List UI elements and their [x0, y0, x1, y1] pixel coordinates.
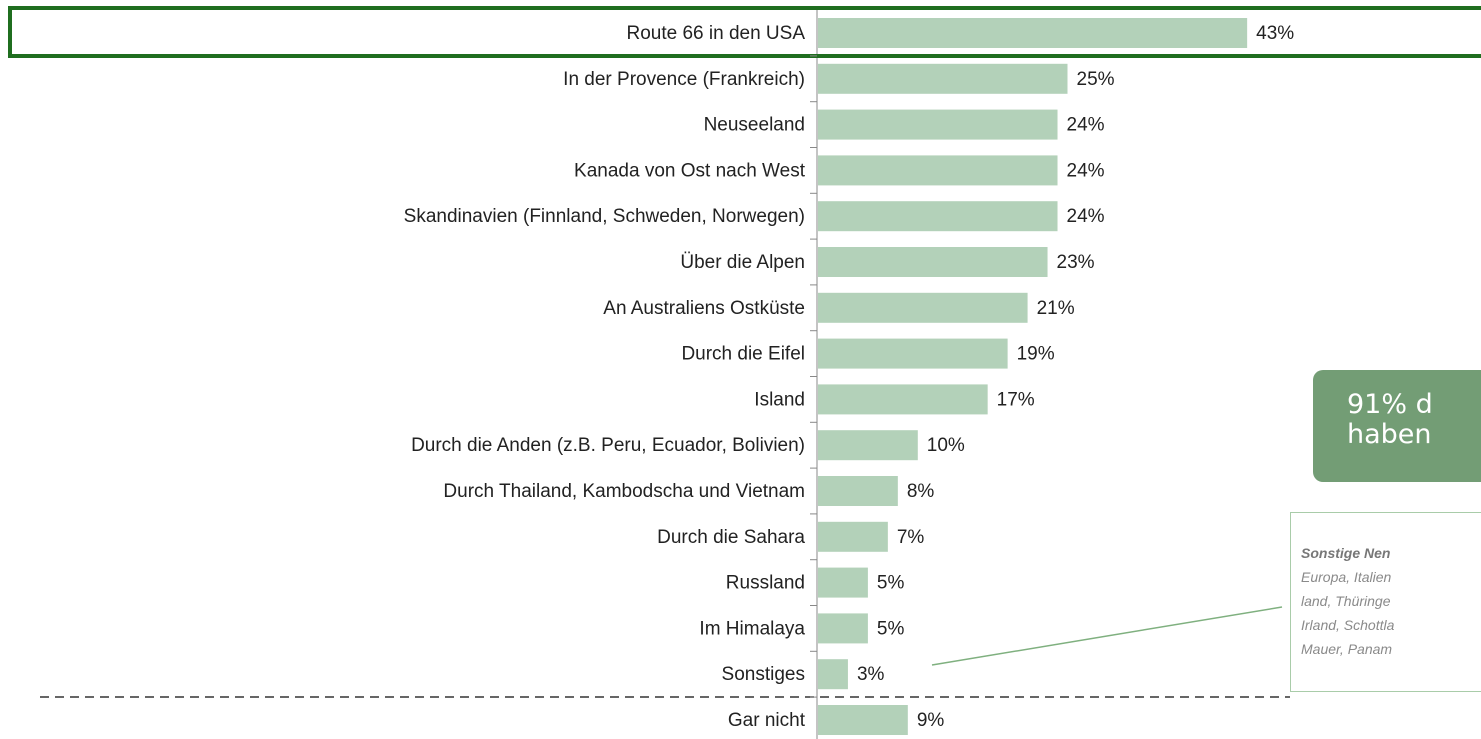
- value-label: 21%: [1037, 298, 1075, 319]
- category-label: Durch die Eifel: [681, 344, 805, 365]
- category-label: Durch Thailand, Kambodscha und Vietnam: [443, 481, 805, 502]
- category-label: Kanada von Ost nach West: [574, 160, 806, 181]
- category-label: Gar nicht: [728, 710, 806, 731]
- bar: [818, 613, 868, 644]
- bar: [818, 384, 988, 415]
- category-label: Russland: [726, 573, 805, 594]
- bar: [818, 63, 1068, 94]
- bar: [818, 338, 1008, 369]
- value-label: 5%: [877, 573, 905, 594]
- value-label: 24%: [1067, 115, 1105, 136]
- category-label: Durch die Sahara: [657, 527, 805, 548]
- note-line: Europa, Italien: [1301, 569, 1392, 585]
- bar: [818, 430, 918, 461]
- category-label: Sonstiges: [722, 664, 805, 685]
- value-label: 5%: [877, 618, 905, 639]
- value-label: 8%: [907, 481, 935, 502]
- callout: 91% d haben: [1313, 370, 1481, 482]
- bar: [818, 292, 1028, 323]
- value-label: 7%: [897, 527, 925, 548]
- category-label: An Australiens Ostküste: [603, 298, 805, 319]
- value-label: 24%: [1067, 160, 1105, 181]
- value-label: 17%: [997, 389, 1035, 410]
- value-label: 9%: [917, 710, 945, 731]
- category-label: Im Himalaya: [699, 618, 805, 639]
- value-label: 10%: [927, 435, 965, 456]
- bar: [818, 567, 868, 598]
- note-line: Irland, Schottla: [1301, 617, 1395, 633]
- note-title: Sonstige Nen: [1301, 545, 1391, 561]
- callout-line: haben: [1347, 419, 1432, 450]
- connector: [931, 606, 1283, 666]
- category-label: Route 66 in den USA: [626, 23, 805, 44]
- value-label: 25%: [1077, 69, 1115, 90]
- category-label: Skandinavien (Finnland, Schweden, Norweg…: [404, 206, 805, 227]
- note-line: land, Thüringe: [1301, 593, 1391, 609]
- category-label: In der Provence (Frankreich): [563, 69, 805, 90]
- bar: [818, 659, 848, 690]
- bar: [818, 109, 1058, 140]
- note-line: Mauer, Panam: [1301, 641, 1393, 657]
- value-label: 24%: [1067, 206, 1105, 227]
- note: Sonstige Nen Europa, Italien land, Thüring…: [1290, 512, 1481, 692]
- value-label: 23%: [1057, 252, 1095, 273]
- value-label: 43%: [1256, 23, 1294, 44]
- bar: [818, 476, 898, 506]
- bar: [818, 155, 1058, 186]
- category-label: Durch die Anden (z.B. Peru, Ecuador, Bol…: [411, 435, 805, 456]
- bar: [818, 247, 1048, 277]
- category-label: Island: [754, 389, 805, 410]
- bar: [818, 705, 908, 735]
- highlight-box: [8, 6, 1481, 58]
- category-label: Über die Alpen: [680, 252, 805, 273]
- value-label: 3%: [857, 664, 885, 685]
- callout-line: 91% d: [1347, 389, 1433, 420]
- value-label: 19%: [1017, 344, 1055, 365]
- bar: [818, 521, 888, 552]
- bar: [818, 201, 1058, 232]
- bar: [818, 18, 1248, 48]
- category-label: Neuseeland: [704, 115, 805, 136]
